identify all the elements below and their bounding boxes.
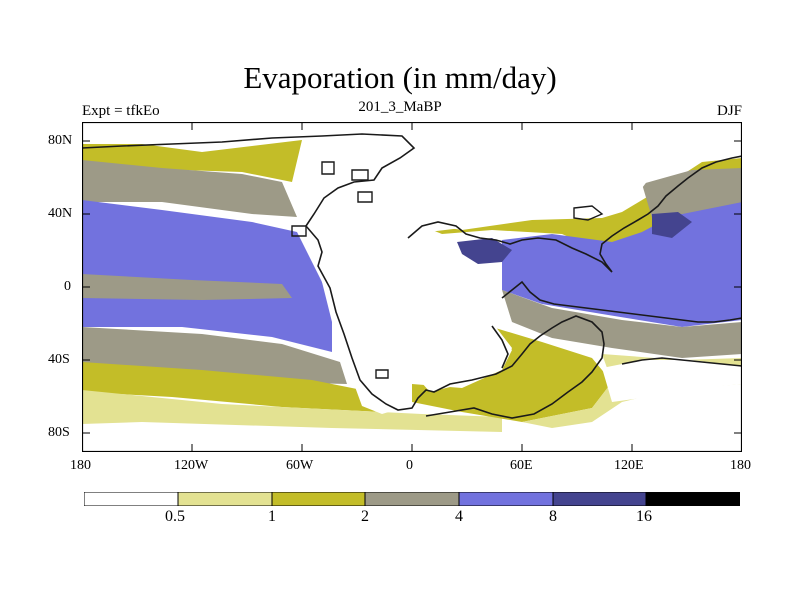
band-west-blue	[82, 200, 332, 352]
band-north-gray	[82, 160, 297, 217]
axis-ticks	[82, 122, 742, 452]
colorbar-label: 8	[549, 508, 557, 525]
band-north-high	[82, 140, 302, 182]
evaporation-map	[82, 122, 742, 452]
map-title: Evaporation (in mm/day)	[243, 60, 557, 95]
band-east-south-gray	[502, 290, 742, 358]
y-tick-label: 80S	[48, 425, 70, 440]
colorbar-box-6	[645, 492, 740, 506]
band-east-north-gray	[642, 168, 742, 218]
x-tick-label: 180	[730, 458, 751, 473]
land-africa-eurasia	[370, 152, 662, 392]
y-tick-label: 40N	[48, 206, 73, 221]
y-tick-label: 80N	[48, 133, 73, 148]
band-south-olive	[82, 362, 382, 412]
colorbar-box-3	[364, 492, 460, 506]
y-tick-label: 40S	[48, 352, 70, 367]
colorbar-box-4	[458, 492, 554, 506]
band-east-blue	[502, 202, 742, 327]
coastlines	[82, 133, 742, 419]
band-east-darkblue-2	[652, 212, 692, 238]
x-tick-label: 60W	[286, 458, 314, 473]
colorbar-label: 16	[636, 508, 652, 525]
land-south-east	[602, 360, 742, 402]
colorbar-label: 1	[268, 508, 276, 525]
x-tick-label: 0	[406, 458, 413, 473]
colorbar-box-1	[177, 492, 273, 506]
land-antarctica	[82, 432, 742, 452]
coast-details	[291, 161, 604, 379]
colorbar-label: 4	[455, 508, 463, 525]
colorbar-label: 2	[361, 508, 369, 525]
y-tick-label: 0	[64, 279, 71, 294]
band-south-light	[82, 390, 502, 432]
land-americas	[302, 138, 412, 414]
colorbar-box-0	[84, 492, 179, 506]
x-tick-label: 60E	[510, 458, 533, 473]
band-east-south-olive	[412, 327, 612, 422]
season-label: DJF	[716, 103, 742, 119]
band-west-eq-gray	[82, 274, 292, 300]
x-tick-label: 120W	[174, 458, 209, 473]
experiment-label: Expt = tfkEo	[82, 103, 160, 119]
colorbar	[84, 492, 740, 506]
band-east-darkblue-1	[457, 238, 512, 264]
x-tick-label: 180	[70, 458, 91, 473]
x-tick-label: 120E	[614, 458, 644, 473]
colorbar-box-2	[271, 492, 366, 506]
map-subtitle: 201_3_MaBP	[358, 99, 442, 115]
colorbar-box-5	[552, 492, 647, 506]
colorbar-label: 0.5	[165, 508, 185, 525]
